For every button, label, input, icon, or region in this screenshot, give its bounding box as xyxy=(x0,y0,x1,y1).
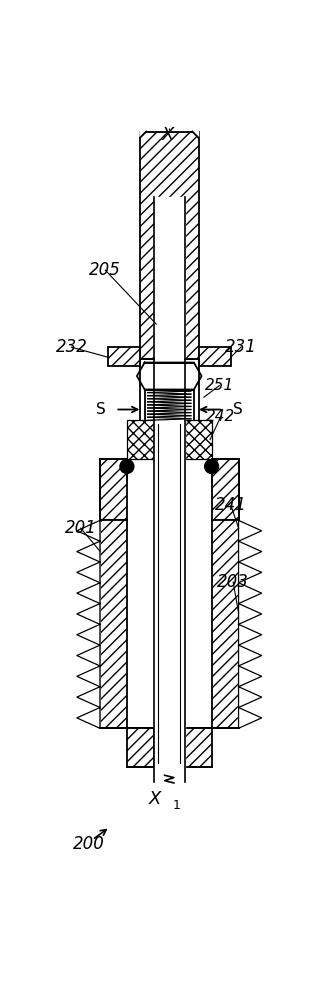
Circle shape xyxy=(120,460,134,473)
Text: 200: 200 xyxy=(72,835,104,853)
Polygon shape xyxy=(239,687,261,708)
Bar xyxy=(185,728,212,767)
Bar xyxy=(212,520,239,728)
Polygon shape xyxy=(140,132,199,138)
Text: S: S xyxy=(233,402,243,417)
Polygon shape xyxy=(77,583,100,604)
Bar xyxy=(127,420,154,459)
Text: X: X xyxy=(162,126,174,144)
Text: S: S xyxy=(96,402,105,417)
Text: 241: 241 xyxy=(215,496,247,514)
Bar xyxy=(100,459,127,520)
Bar xyxy=(199,347,231,366)
Text: X: X xyxy=(149,790,162,808)
Polygon shape xyxy=(239,583,261,604)
Polygon shape xyxy=(77,645,100,666)
Bar xyxy=(108,347,140,366)
Bar xyxy=(185,420,212,459)
Polygon shape xyxy=(239,604,261,624)
Text: 251: 251 xyxy=(205,378,234,393)
Bar xyxy=(140,132,199,359)
Polygon shape xyxy=(239,562,261,583)
Polygon shape xyxy=(77,541,100,562)
Polygon shape xyxy=(77,520,100,541)
Polygon shape xyxy=(137,363,202,389)
Polygon shape xyxy=(239,541,261,562)
Polygon shape xyxy=(239,708,261,728)
Polygon shape xyxy=(77,624,100,645)
Polygon shape xyxy=(77,562,100,583)
Circle shape xyxy=(205,460,218,473)
Text: 232: 232 xyxy=(56,338,87,356)
Polygon shape xyxy=(239,624,261,645)
Polygon shape xyxy=(239,520,261,541)
Text: 1: 1 xyxy=(173,799,181,812)
Text: 242: 242 xyxy=(206,409,235,424)
Polygon shape xyxy=(239,666,261,687)
Text: 231: 231 xyxy=(225,338,257,356)
Polygon shape xyxy=(77,604,100,624)
Bar xyxy=(212,459,239,520)
Text: 203: 203 xyxy=(217,573,249,591)
Bar xyxy=(127,728,154,767)
Polygon shape xyxy=(77,666,100,687)
Polygon shape xyxy=(77,708,100,728)
Text: 205: 205 xyxy=(89,261,121,279)
Bar xyxy=(100,520,127,728)
Polygon shape xyxy=(154,197,185,782)
Polygon shape xyxy=(239,645,261,666)
Text: 201: 201 xyxy=(65,519,97,537)
Polygon shape xyxy=(77,687,100,708)
